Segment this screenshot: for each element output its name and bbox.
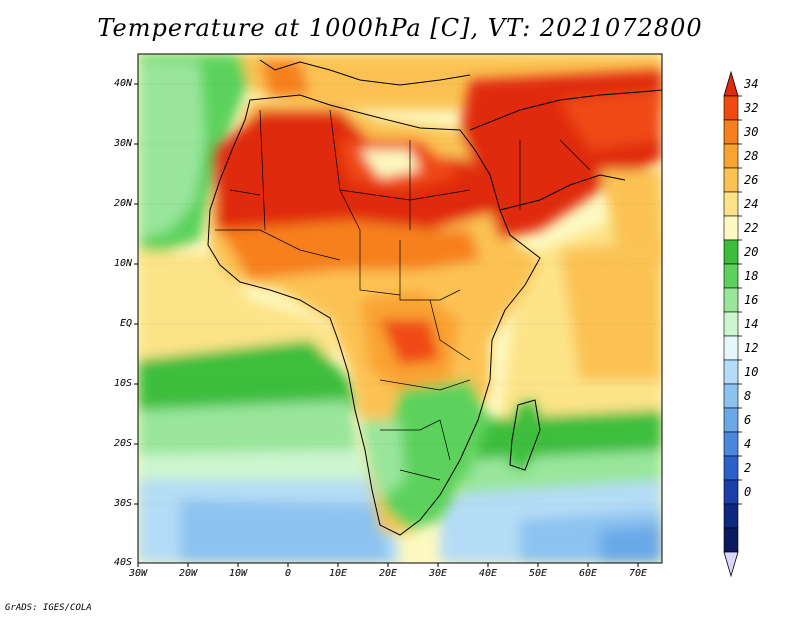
colorbar-label: 8 [744, 389, 752, 403]
colorbar-segment [723, 503, 739, 529]
colorbar-segment [723, 359, 739, 385]
plot-frame [137, 53, 663, 564]
lon-label-70e: 70E [628, 568, 648, 579]
colorbar-segment [723, 95, 739, 121]
colorbar-segment [723, 383, 739, 409]
credit-text: GrADS: IGES/COLA [5, 603, 92, 613]
colorbar-segment [723, 455, 739, 481]
colorbar-bottom-arrow [723, 551, 739, 578]
colorbar-segment [723, 287, 739, 313]
lat-label-30s: 30S [113, 498, 132, 509]
colorbar-segment [723, 407, 739, 433]
lat-label-40n: 40N [113, 78, 132, 89]
colorbar-segment [723, 335, 739, 361]
colorbar-top-arrow [723, 70, 739, 97]
colorbar-label: 4 [744, 437, 752, 451]
chart-title: Temperature at 1000hPa [C], VT: 20210728… [97, 14, 703, 42]
colorbar-label: 20 [744, 245, 759, 259]
colorbar-segment [723, 143, 739, 169]
lon-label-10e: 10E [328, 568, 348, 579]
colorbar-label: 30 [744, 125, 759, 139]
lon-label-30w: 30W [128, 568, 148, 579]
colorbar-label: 22 [744, 221, 759, 235]
lon-label-0: 0 [284, 568, 292, 579]
grid [138, 83, 662, 505]
colorbar-label: 32 [744, 101, 759, 115]
colorbar-segment [723, 527, 739, 553]
colorbar-label: 16 [744, 293, 759, 307]
lon-label-30e: 30E [428, 568, 448, 579]
lon-label-60e: 60E [578, 568, 598, 579]
colorbar-segment [723, 263, 739, 289]
colorbar-label: 24 [744, 197, 759, 211]
axis-ticks [134, 83, 639, 567]
lat-label-20n: 20N [113, 198, 132, 209]
colorbar-label: 2 [744, 461, 752, 475]
colorbar-segment [723, 239, 739, 265]
lat-label-10s: 10S [113, 378, 132, 389]
colorbar-segment [723, 167, 739, 193]
colorbar [723, 70, 742, 578]
colorbar-label: 34 [744, 77, 759, 91]
map-plot-area [138, 54, 662, 563]
lat-label-40s: 40S [113, 557, 132, 568]
colorbar-segment [723, 119, 739, 145]
lon-label-40e: 40E [478, 568, 498, 579]
colorbar-segment [723, 215, 739, 241]
lon-label-50e: 50E [528, 568, 548, 579]
colorbar-label: 0 [744, 485, 752, 499]
colorbar-label: 10 [744, 365, 759, 379]
coastlines [207, 59, 662, 536]
colorbar-label: 6 [744, 413, 752, 427]
colorbar-segment [723, 431, 739, 457]
colorbar-label: 18 [744, 269, 759, 283]
colorbar-label: 12 [744, 341, 759, 355]
lon-label-20e: 20E [378, 568, 398, 579]
colorbar-label: 28 [744, 149, 759, 163]
borders [215, 109, 591, 481]
colorbar-segment [723, 479, 739, 505]
colorbar-segment [723, 191, 739, 217]
colorbar-label: 14 [744, 317, 759, 331]
colorbar-segment [723, 311, 739, 337]
lat-label-30n: 30N [113, 138, 132, 149]
lat-label-eq: EQ [119, 318, 132, 329]
lon-label-20w: 20W [178, 568, 198, 579]
lon-label-10w: 10W [228, 568, 248, 579]
lat-label-20s: 20S [113, 438, 132, 449]
lat-label-10n: 10N [113, 258, 132, 269]
colorbar-label: 26 [744, 173, 759, 187]
